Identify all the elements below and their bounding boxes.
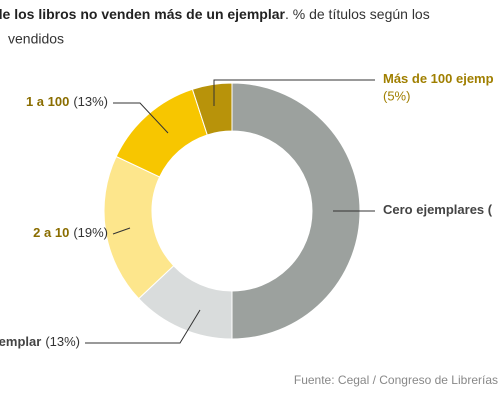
slice <box>231 82 361 340</box>
slice-label: jemplar (13%) <box>0 334 80 349</box>
category-label: Cero ejemplares ( <box>383 202 493 217</box>
category-label: jemplar <box>0 334 41 349</box>
source: Fuente: Cegal / Congreso de Librerías <box>294 373 498 387</box>
slice-label: Más de 100 ejemp <box>383 71 494 86</box>
title-rest: . % de títulos según los <box>285 6 430 22</box>
title-bold: de los libros no venden más de un ejempl… <box>0 6 286 22</box>
leader-line <box>113 102 169 134</box>
chart-title: de los libros no venden más de un ejempl… <box>0 6 430 22</box>
slice-label: Cero ejemplares ( <box>383 202 493 217</box>
value-label: (5%) <box>383 88 410 103</box>
subtitle: vendidos <box>8 31 64 47</box>
value-label: (13%) <box>73 94 108 109</box>
slice-label: 2 a 10 (19%) <box>33 225 108 240</box>
slice <box>191 82 233 136</box>
category-label: Más de 100 ejemp <box>383 71 494 86</box>
leader-line <box>112 227 131 235</box>
leader-line <box>213 79 375 106</box>
leader-line <box>85 309 201 344</box>
value-label: (19%) <box>73 225 108 240</box>
value-label: (13%) <box>45 334 80 349</box>
category-label: 1 a 100 <box>26 94 69 109</box>
category-label: 2 a 10 <box>33 225 69 240</box>
slice-label: 1 a 100 (13%) <box>26 94 108 109</box>
